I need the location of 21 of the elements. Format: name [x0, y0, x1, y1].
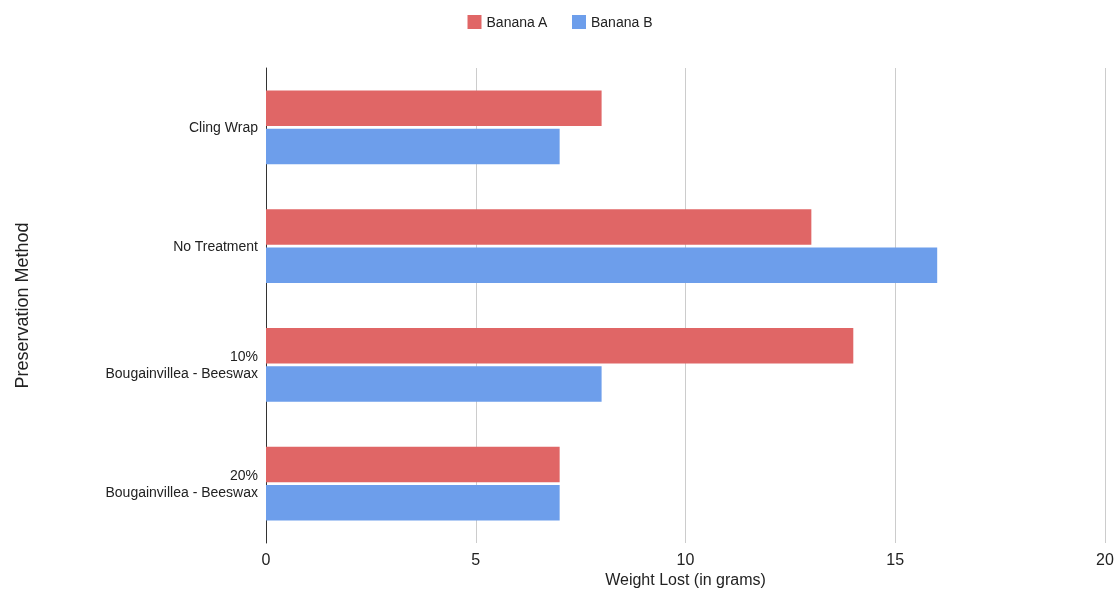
bar	[266, 446, 560, 483]
y-tick-label: 10% Bougainvillea - Beeswax	[105, 348, 258, 382]
x-tick-label: 20	[1096, 550, 1114, 568]
legend-label: Banana B	[591, 14, 653, 30]
legend-label: Banana A	[486, 14, 548, 30]
y-tick-label: 20% Bougainvillea - Beeswax	[105, 467, 258, 501]
y-tick-label: Cling Wrap	[189, 119, 259, 136]
x-tick-label: 15	[886, 550, 905, 568]
x-axis-title: Weight Lost (in grams)	[605, 571, 766, 589]
bar	[266, 328, 854, 364]
x-tick-label: 10	[676, 550, 695, 568]
y-axis-title: Preservation Method	[12, 222, 32, 389]
bar	[266, 247, 938, 283]
bar	[266, 485, 560, 521]
y-tick-label: No Treatment	[173, 238, 259, 255]
x-tick-label: 0	[261, 550, 271, 568]
bar	[266, 128, 560, 165]
x-tick-label: 5	[471, 550, 481, 568]
bar	[266, 90, 602, 126]
bar	[266, 209, 812, 245]
bar	[266, 366, 602, 402]
